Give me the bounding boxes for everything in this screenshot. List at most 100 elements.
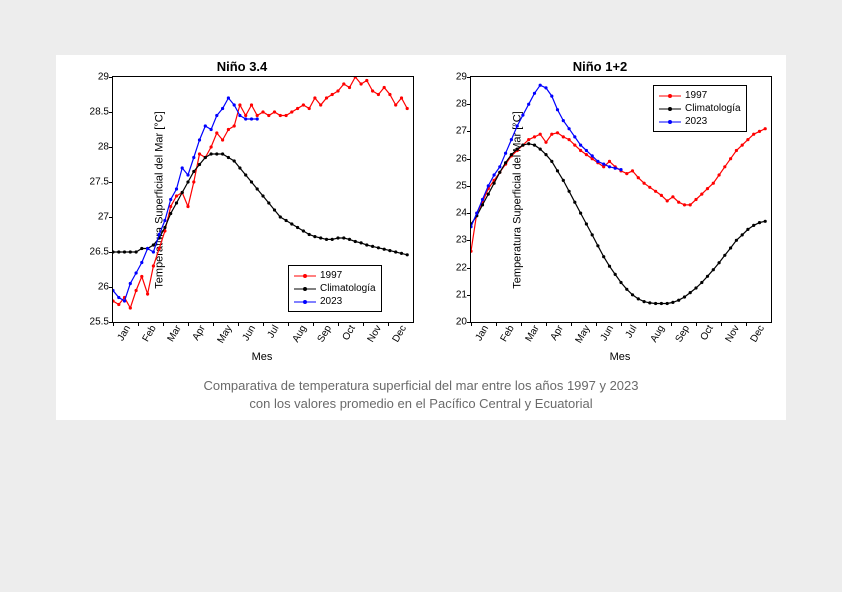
- series-marker-clim: [764, 220, 767, 223]
- series-marker-1997: [233, 124, 236, 127]
- series-marker-clim: [227, 156, 230, 159]
- series-marker-1997: [746, 138, 749, 141]
- series-marker-clim: [198, 163, 201, 166]
- series-marker-clim: [493, 182, 496, 185]
- series-marker-clim: [602, 255, 605, 258]
- series-marker-1997: [250, 103, 253, 106]
- xtick-label: Mar: [163, 322, 184, 344]
- series-marker-clim: [290, 222, 293, 225]
- ytick-label: 28: [98, 142, 113, 153]
- series-marker-clim: [608, 265, 611, 268]
- series-marker-clim: [192, 170, 195, 173]
- series-marker-2023: [204, 124, 207, 127]
- series-marker-1997: [198, 152, 201, 155]
- series-marker-1997: [227, 128, 230, 131]
- series-marker-2023: [602, 163, 605, 166]
- series-marker-clim: [643, 300, 646, 303]
- series-marker-2023: [238, 114, 241, 117]
- series-marker-1997: [394, 103, 397, 106]
- series-marker-clim: [683, 295, 686, 298]
- ytick-label: 27: [456, 126, 471, 137]
- caption-line-2: con los valores promedio en el Pacífico …: [249, 396, 592, 411]
- series-marker-clim: [360, 241, 363, 244]
- series-marker-1997: [471, 250, 473, 253]
- series-marker-1997: [706, 187, 709, 190]
- series-marker-clim: [619, 281, 622, 284]
- series-marker-1997: [192, 180, 195, 183]
- ytick-label: 27: [98, 212, 113, 223]
- series-marker-1997: [550, 133, 553, 136]
- series-marker-2023: [516, 124, 519, 127]
- series-marker-1997: [348, 86, 351, 89]
- series-marker-1997: [313, 96, 316, 99]
- series-marker-2023: [471, 225, 473, 228]
- series-marker-1997: [718, 173, 721, 176]
- series-marker-2023: [596, 160, 599, 163]
- legend-label: Climatología: [685, 102, 741, 115]
- series-marker-2023: [135, 271, 138, 274]
- series-marker-2023: [591, 154, 594, 157]
- series-marker-2023: [585, 149, 588, 152]
- series-marker-1997: [573, 144, 576, 147]
- series-marker-clim: [579, 212, 582, 215]
- series-marker-clim: [129, 250, 132, 253]
- series-marker-1997: [608, 160, 611, 163]
- series-marker-1997: [568, 138, 571, 141]
- ytick-label: 28: [456, 99, 471, 110]
- series-marker-2023: [192, 156, 195, 159]
- series-marker-1997: [158, 247, 161, 250]
- series-marker-clim: [671, 301, 674, 304]
- series-marker-clim: [233, 159, 236, 162]
- series-marker-2023: [498, 165, 501, 168]
- series-marker-clim: [562, 179, 565, 182]
- xtick-label: Jan: [113, 322, 133, 343]
- series-marker-1997: [279, 114, 282, 117]
- series-marker-clim: [718, 261, 721, 264]
- series-marker-clim: [152, 243, 155, 246]
- series-marker-clim: [250, 180, 253, 183]
- series-marker-clim: [163, 226, 166, 229]
- series-marker-clim: [140, 247, 143, 250]
- series-marker-clim: [342, 236, 345, 239]
- series-marker-clim: [712, 268, 715, 271]
- series-marker-clim: [325, 238, 328, 241]
- series-marker-clim: [354, 240, 357, 243]
- series-marker-2023: [146, 247, 149, 250]
- series-marker-clim: [510, 153, 513, 156]
- series-marker-clim: [689, 291, 692, 294]
- series-marker-clim: [585, 222, 588, 225]
- series-marker-1997: [175, 194, 178, 197]
- series-marker-clim: [267, 201, 270, 204]
- series-marker-1997: [648, 186, 651, 189]
- series-marker-clim: [498, 171, 501, 174]
- series-marker-clim: [516, 148, 519, 151]
- series-marker-clim: [666, 302, 669, 305]
- series-marker-clim: [487, 193, 490, 196]
- series-marker-1997: [342, 82, 345, 85]
- ytick-label: 20: [456, 317, 471, 328]
- xtick-label: May: [213, 322, 235, 345]
- series-marker-2023: [186, 173, 189, 176]
- series-marker-clim: [648, 301, 651, 304]
- series-marker-clim: [544, 153, 547, 156]
- series-marker-1997: [365, 79, 368, 82]
- series-marker-2023: [140, 261, 143, 264]
- series-marker-1997: [758, 130, 761, 133]
- series-marker-1997: [244, 114, 247, 117]
- series-marker-clim: [181, 191, 184, 194]
- series-marker-2023: [244, 117, 247, 120]
- series-marker-clim: [700, 281, 703, 284]
- series-marker-2023: [539, 84, 542, 87]
- series-marker-clim: [371, 245, 374, 248]
- series-marker-1997: [729, 157, 732, 160]
- series-marker-clim: [244, 173, 247, 176]
- series-marker-1997: [643, 182, 646, 185]
- ytick-label: 21: [456, 289, 471, 300]
- xtick-label: Jan: [471, 322, 491, 343]
- series-marker-clim: [113, 250, 115, 253]
- series-line-clim: [471, 144, 765, 304]
- series-marker-clim: [533, 144, 536, 147]
- series-marker-1997: [660, 194, 663, 197]
- series-marker-2023: [475, 212, 478, 215]
- series-marker-2023: [163, 219, 166, 222]
